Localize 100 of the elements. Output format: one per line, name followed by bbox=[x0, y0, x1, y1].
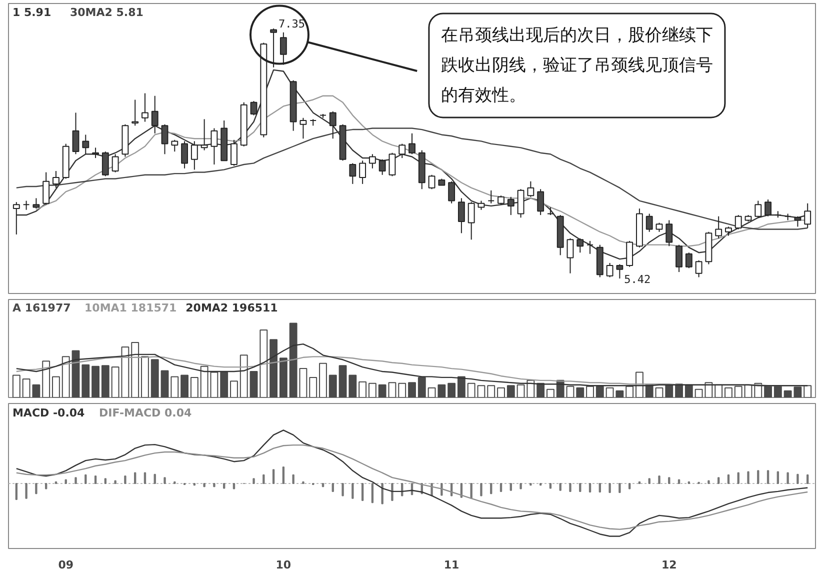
bar bbox=[497, 387, 505, 398]
bar bbox=[92, 366, 100, 398]
bar bbox=[150, 359, 159, 398]
candlestick bbox=[537, 188, 544, 216]
x-tick-label: 12 bbox=[661, 558, 677, 571]
text: DIF-MACD 0.04 bbox=[99, 406, 192, 420]
bar bbox=[328, 374, 337, 398]
candlestick bbox=[676, 244, 682, 273]
bar bbox=[438, 384, 446, 398]
bar bbox=[467, 382, 476, 398]
bar bbox=[506, 385, 515, 398]
candlestick bbox=[112, 154, 119, 173]
candlestick bbox=[388, 152, 396, 177]
candlestick bbox=[190, 140, 198, 170]
annotation: 7.35 bbox=[278, 18, 305, 30]
candlestick bbox=[378, 158, 386, 176]
candlestick bbox=[656, 222, 663, 232]
candlestick bbox=[616, 264, 624, 279]
bar bbox=[457, 376, 466, 398]
text: 10MA1 181571 bbox=[84, 301, 177, 314]
bar bbox=[655, 387, 664, 398]
candlestick bbox=[408, 132, 416, 155]
candlestick bbox=[566, 238, 574, 274]
candlestick bbox=[478, 200, 485, 210]
bar bbox=[338, 365, 347, 398]
candlestick bbox=[132, 99, 139, 126]
text: 20MA2 196511 bbox=[186, 301, 278, 314]
candlestick bbox=[181, 140, 188, 169]
candlestick bbox=[142, 92, 148, 122]
bar bbox=[260, 329, 268, 398]
candlestick bbox=[210, 128, 218, 166]
bar bbox=[734, 386, 742, 398]
bar bbox=[368, 382, 376, 398]
candlestick bbox=[646, 213, 653, 232]
candlestick bbox=[606, 262, 614, 278]
candlestick bbox=[151, 95, 158, 134]
candlestick bbox=[52, 170, 60, 188]
bar bbox=[309, 376, 318, 398]
bar bbox=[378, 384, 386, 398]
candlestick bbox=[576, 238, 584, 254]
bar bbox=[675, 384, 683, 398]
candlestick bbox=[42, 172, 50, 206]
candlestick bbox=[230, 139, 238, 166]
bar bbox=[448, 382, 456, 398]
candlestick bbox=[527, 180, 534, 198]
bar bbox=[220, 372, 228, 398]
bar bbox=[487, 385, 496, 398]
bar bbox=[536, 382, 545, 398]
bar bbox=[358, 381, 367, 398]
bar bbox=[398, 382, 406, 398]
bar bbox=[141, 356, 149, 398]
candlestick bbox=[398, 143, 406, 159]
bar bbox=[230, 380, 238, 398]
candlestick bbox=[507, 196, 514, 216]
bar bbox=[804, 385, 812, 398]
candlestick bbox=[200, 118, 208, 151]
annotation: 在吊颈线出现后的次日，股价继续下跌收出阴线，验证了吊颈线见顶信号的有效性。 bbox=[440, 26, 713, 106]
bar bbox=[131, 342, 140, 398]
candlestick bbox=[626, 240, 634, 268]
text: 30MA2 5.81 bbox=[70, 6, 144, 19]
bar bbox=[408, 382, 416, 398]
candlestick bbox=[498, 195, 504, 206]
bar bbox=[240, 354, 248, 398]
candlestick bbox=[171, 139, 178, 152]
bar bbox=[566, 386, 574, 398]
candlestick bbox=[794, 216, 802, 228]
bar bbox=[170, 376, 179, 398]
candlestick bbox=[349, 162, 356, 184]
bar bbox=[516, 384, 525, 398]
candlestick bbox=[764, 198, 772, 217]
bar bbox=[546, 388, 554, 398]
bar bbox=[665, 384, 674, 398]
candlestick bbox=[715, 216, 722, 239]
candlestick bbox=[734, 214, 742, 230]
candlestick bbox=[82, 134, 90, 155]
candlestick bbox=[250, 100, 258, 116]
bar bbox=[42, 360, 50, 398]
candlestick bbox=[161, 124, 168, 155]
bar bbox=[714, 384, 723, 398]
bar bbox=[774, 386, 782, 398]
bar bbox=[190, 376, 198, 398]
candlestick bbox=[666, 220, 673, 247]
bar bbox=[428, 387, 436, 398]
candlestick bbox=[448, 180, 456, 204]
bar bbox=[101, 365, 110, 398]
bar bbox=[279, 358, 288, 398]
candlestick bbox=[368, 154, 376, 169]
bar bbox=[52, 376, 60, 398]
candlestick bbox=[488, 190, 495, 204]
candlestick bbox=[468, 202, 475, 240]
text: MACD -0.04 bbox=[12, 406, 86, 420]
candlestick bbox=[754, 200, 762, 218]
bar bbox=[180, 374, 188, 398]
candlestick bbox=[102, 151, 109, 177]
bar bbox=[250, 371, 258, 398]
bar bbox=[586, 386, 594, 398]
x-tick-label: 11 bbox=[444, 558, 460, 571]
candlestick bbox=[458, 198, 465, 234]
bar bbox=[319, 362, 327, 398]
bar bbox=[270, 339, 278, 398]
